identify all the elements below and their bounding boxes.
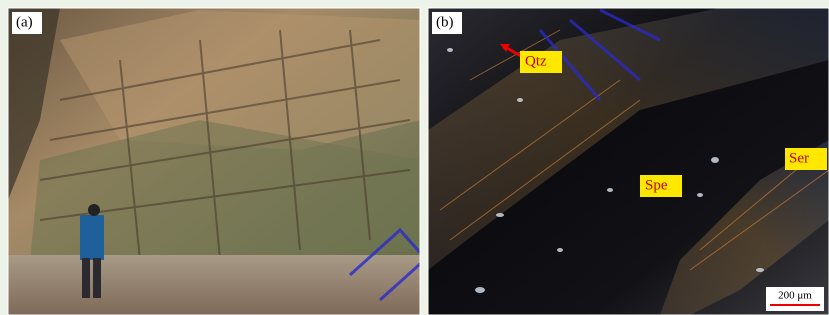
- panel-label: (a): [16, 14, 33, 30]
- mineral-label: Ser: [789, 150, 809, 166]
- scale-label: 200 μm: [778, 290, 812, 302]
- outcrop-photo: [8, 8, 440, 315]
- page: {"panels": [ {"label": "(a)"}, {"label":…: [0, 0, 829, 315]
- thin-section-photo: [428, 8, 829, 315]
- mineral-label: Spe: [645, 177, 668, 193]
- mineral-label: Qtz: [525, 53, 547, 69]
- figure: (a) (b) Qtz Spe Ser 200 μm: [0, 0, 829, 315]
- panel-label: (b): [436, 14, 454, 30]
